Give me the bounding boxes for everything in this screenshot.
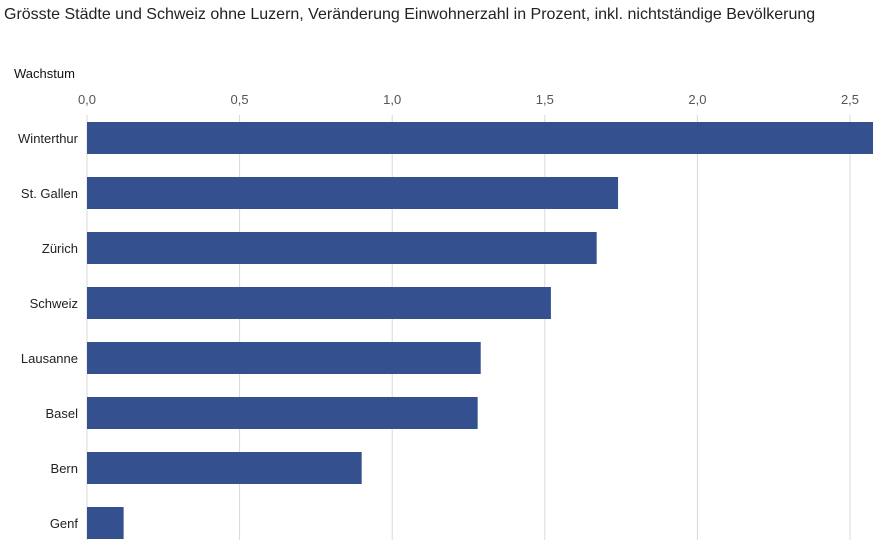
x-tick-label: 2,0 xyxy=(688,92,706,107)
x-tick-label: 2,5 xyxy=(841,92,859,107)
category-label: Bern xyxy=(51,461,78,476)
bar xyxy=(87,342,481,374)
category-label: Genf xyxy=(50,516,79,531)
category-label: Lausanne xyxy=(21,351,78,366)
bar xyxy=(87,232,597,264)
bar xyxy=(87,452,362,484)
bar xyxy=(87,177,619,209)
x-tick-label: 1,0 xyxy=(383,92,401,107)
x-tick-label: 1,5 xyxy=(536,92,554,107)
x-tick-label: 0,0 xyxy=(78,92,96,107)
category-label: St. Gallen xyxy=(21,186,78,201)
category-label: Basel xyxy=(45,406,78,421)
category-label: Zürich xyxy=(42,241,78,256)
category-label: Winterthur xyxy=(18,131,79,146)
bar xyxy=(87,397,478,429)
x-tick-label: 0,5 xyxy=(231,92,249,107)
bar xyxy=(87,507,124,539)
chart-title: Grösste Städte und Schweiz ohne Luzern, … xyxy=(4,6,816,23)
axis-label: Wachstum xyxy=(14,66,75,81)
bar xyxy=(87,287,551,319)
bar xyxy=(87,122,873,154)
category-label: Schweiz xyxy=(30,296,78,311)
